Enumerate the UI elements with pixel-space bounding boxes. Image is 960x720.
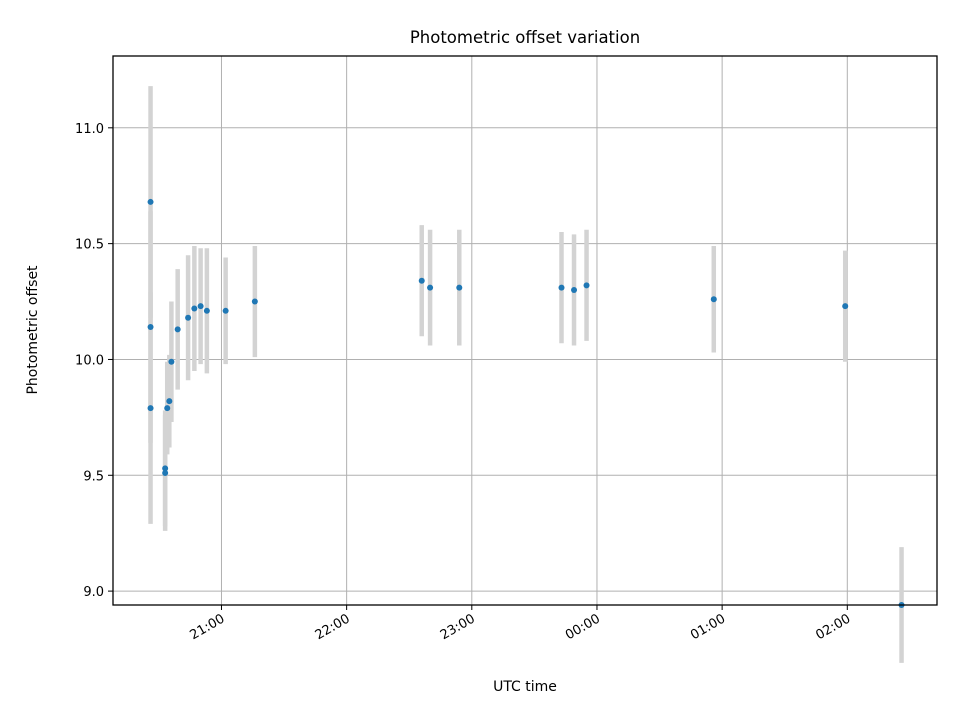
data-point [203,307,210,314]
y-tick-label: 11.0 [75,122,104,137]
data-point [191,305,198,312]
data-point [558,284,565,291]
data-point [174,326,181,333]
y-tick-label: 10.0 [75,353,104,368]
data-point [166,398,173,405]
data-point [571,286,578,293]
data-point [168,358,175,365]
x-axis-label: UTC time [493,679,557,695]
data-point [251,298,258,305]
data-point [162,465,169,472]
data-point [456,284,463,291]
data-point [427,284,434,291]
data-point [418,277,425,284]
data-point [162,469,169,476]
data-points [147,198,905,608]
data-point [842,303,849,310]
y-axis-label: Photometric offset [25,265,41,395]
data-point [710,296,717,303]
chart-title: Photometric offset variation [410,28,640,47]
y-axis-ticks: 9.0 9.5 10.0 10.5 11.0 [75,122,113,600]
y-tick-label: 9.5 [83,469,104,484]
data-point [197,303,204,310]
y-tick-label: 10.5 [75,238,104,253]
data-point [147,405,154,412]
data-point [147,198,154,205]
plot-frame [112,55,938,606]
y-tick-label: 9.0 [83,585,104,600]
data-point [583,282,590,289]
data-point [222,307,229,314]
data-point [164,405,171,412]
data-point [185,314,192,321]
data-point [147,324,154,331]
